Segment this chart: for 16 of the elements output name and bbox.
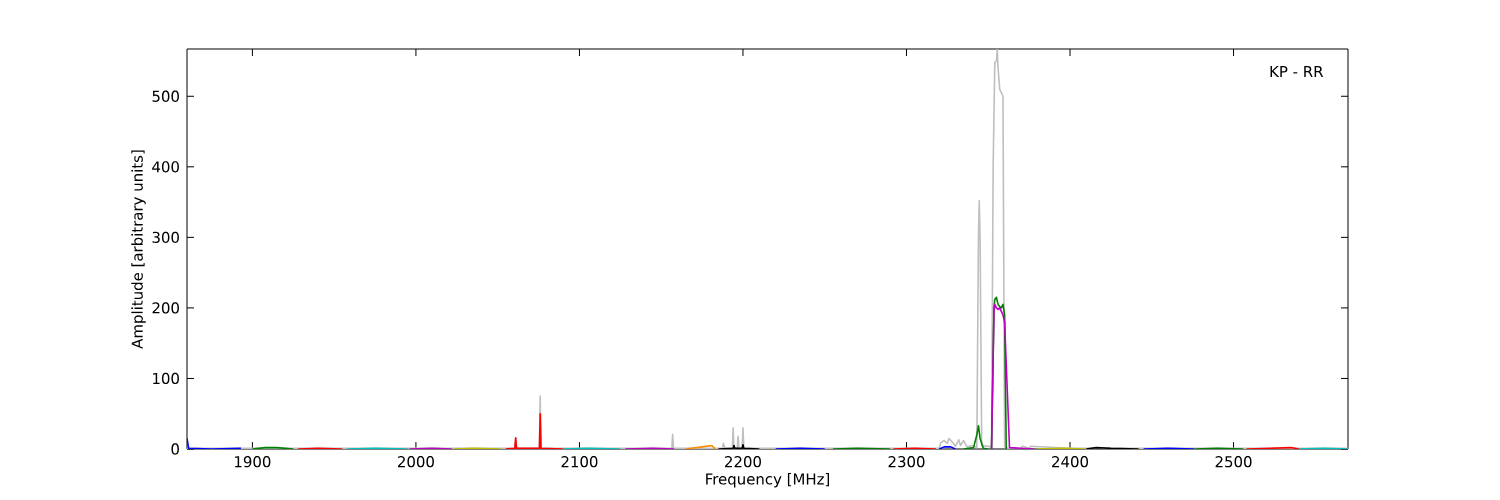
y-tick-label: 100	[153, 372, 179, 385]
x-axis-title: Frequency [MHz]	[706, 473, 829, 488]
x-tick-label: 2400	[1052, 456, 1089, 468]
y-axis-title: Amplitude [arbitrary units]	[131, 150, 146, 349]
x-tick-label: 2500	[1215, 456, 1252, 468]
y-tick-label: 200	[152, 302, 179, 314]
y-tick-label: 500	[152, 90, 179, 102]
y-tick-label: 0	[171, 443, 179, 455]
y-tick-label: 400	[152, 161, 179, 173]
x-tick-label: 2100	[561, 456, 598, 468]
x-tick-label: 1900	[235, 456, 271, 468]
x-tick-label: 2200	[725, 456, 761, 468]
y-tick-label: 300	[152, 231, 179, 244]
x-tick-label: 2300	[888, 456, 925, 468]
x-tick-label: 2000	[398, 456, 434, 468]
annotation: KP - RR	[1270, 66, 1324, 77]
